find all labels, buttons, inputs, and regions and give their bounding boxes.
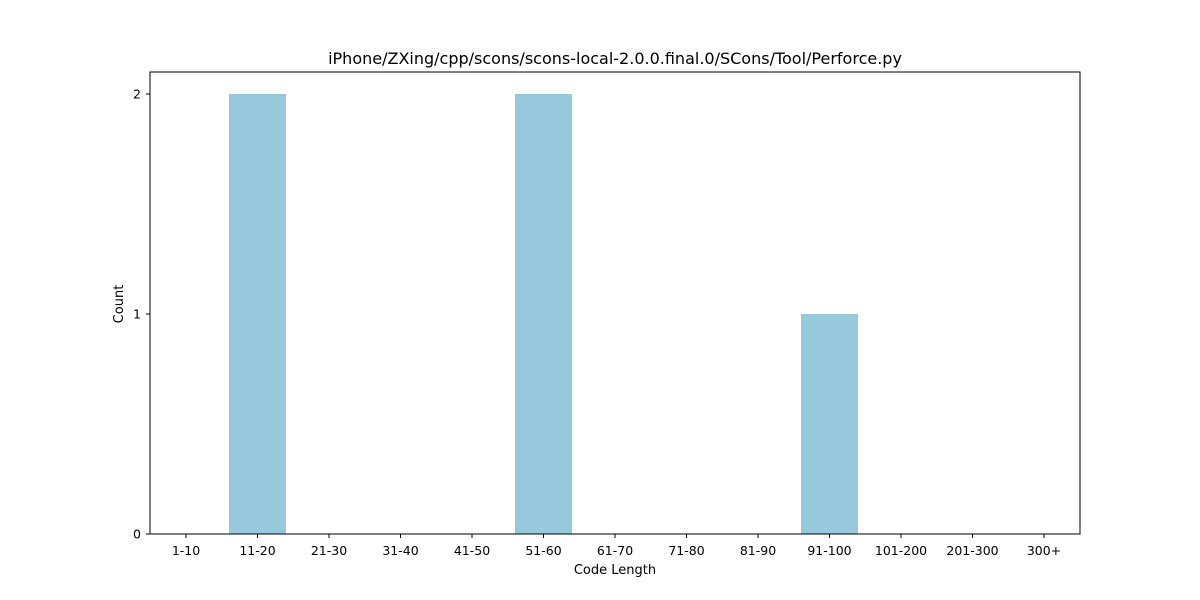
x-tick-label: 41-50 [454,543,490,558]
x-tick-label: 81-90 [740,543,776,558]
x-tick-label: 201-300 [946,543,998,558]
x-tick-label: 91-100 [807,543,851,558]
x-axis: 1-10 11-20 21-30 31-40 41-50 51-60 61-70 71-80 8… [172,534,1061,558]
x-tick-label: 51-60 [525,543,561,558]
plot-frame [149,71,1081,535]
chart-title: iPhone/ZXing/cpp/scons/scons-local-2.0.0… [328,49,902,68]
y-tick-label: 0 [133,527,141,542]
x-tick-label: 101-200 [875,543,927,558]
y-tick-label: 2 [133,87,141,102]
y-tick-label: 1 [133,307,141,322]
x-tick-label: 61-70 [597,543,633,558]
y-axis: 0 1 2 [133,87,150,542]
bar-51-60 [515,94,572,534]
x-tick-label: 1-10 [172,543,200,558]
x-tick-label: 300+ [1027,543,1061,558]
x-tick-label: 21-30 [311,543,347,558]
bars-group [229,94,858,534]
x-tick-label: 11-20 [239,543,275,558]
x-axis-label: Code Length [574,563,656,578]
bar-11-20 [229,94,286,534]
bar-91-100 [801,314,858,534]
y-axis-label: Count [112,285,127,324]
x-tick-label: 71-80 [668,543,704,558]
x-tick-label: 31-40 [382,543,418,558]
